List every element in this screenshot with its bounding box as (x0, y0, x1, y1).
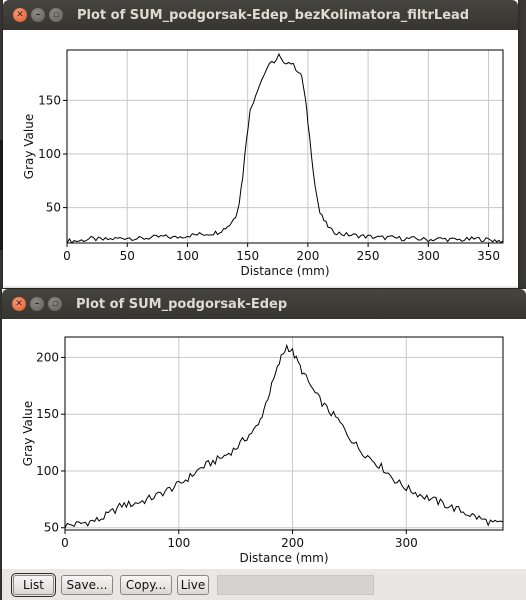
close-icon[interactable]: ✕ (12, 297, 26, 311)
x-tick-label: 50 (120, 249, 135, 263)
live-button[interactable]: Live (177, 574, 209, 595)
y-tick-label: 50 (44, 521, 59, 535)
x-tick-label: 150 (236, 249, 259, 263)
x-tick-label: 200 (281, 536, 304, 550)
save-button[interactable]: Save... (61, 574, 113, 595)
window-title: Plot of SUM_podgorsak-Edep (76, 296, 288, 312)
x-tick-label: 100 (176, 249, 199, 263)
plot-window-2: ✕ – ▫ Plot of SUM_podgorsak-Edep 0 100 200… (2, 289, 526, 600)
plot-window-1: ✕ – ▫ Plot of SUM_podgorsak-Edep_bezKoli… (3, 0, 518, 288)
list-button[interactable]: List (11, 572, 56, 597)
close-icon[interactable]: ✕ (13, 8, 27, 22)
y-tick-label: 100 (38, 147, 61, 161)
minimize-icon[interactable]: – (31, 8, 45, 22)
y-axis-label: Gray Value (22, 114, 36, 179)
x-tick-label: 300 (417, 249, 440, 263)
x-axis-label: Distance (mm) (240, 264, 329, 278)
x-axis-label: Distance (mm) (239, 551, 328, 565)
copy-button[interactable]: Copy... (120, 574, 172, 595)
x-tick-label: 0 (61, 536, 69, 550)
x-tick-label: 100 (167, 536, 190, 550)
profile-line (66, 52, 504, 244)
minimize-icon[interactable]: – (30, 297, 44, 311)
status-field (217, 574, 374, 595)
x-tick-label: 300 (395, 536, 418, 550)
x-tick-label: 250 (357, 249, 380, 263)
x-tick-label: 200 (296, 249, 319, 263)
x-tick-label: 0 (63, 249, 71, 263)
y-tick-label: 150 (38, 93, 61, 107)
y-tick-label: 100 (36, 464, 59, 478)
maximize-icon[interactable]: ▫ (49, 8, 63, 22)
y-axis-label: Gray Value (21, 401, 35, 466)
y-tick-label: 50 (46, 201, 61, 215)
window-title: Plot of SUM_podgorsak-Edep_bezKolimatora… (77, 7, 470, 23)
y-tick-label: 150 (36, 407, 59, 421)
x-tick-label: 350 (477, 249, 500, 263)
maximize-icon[interactable]: ▫ (48, 297, 62, 311)
plot-frame (64, 336, 504, 531)
plot-frame (66, 49, 504, 244)
y-tick-label: 200 (36, 350, 59, 364)
titlebar[interactable]: ✕ – ▫ Plot of SUM_podgorsak-Edep_bezKoli… (3, 0, 518, 30)
titlebar[interactable]: ✕ – ▫ Plot of SUM_podgorsak-Edep (2, 289, 526, 319)
profile-line (64, 343, 504, 529)
button-bar: List Save... Copy... Live (2, 569, 526, 600)
